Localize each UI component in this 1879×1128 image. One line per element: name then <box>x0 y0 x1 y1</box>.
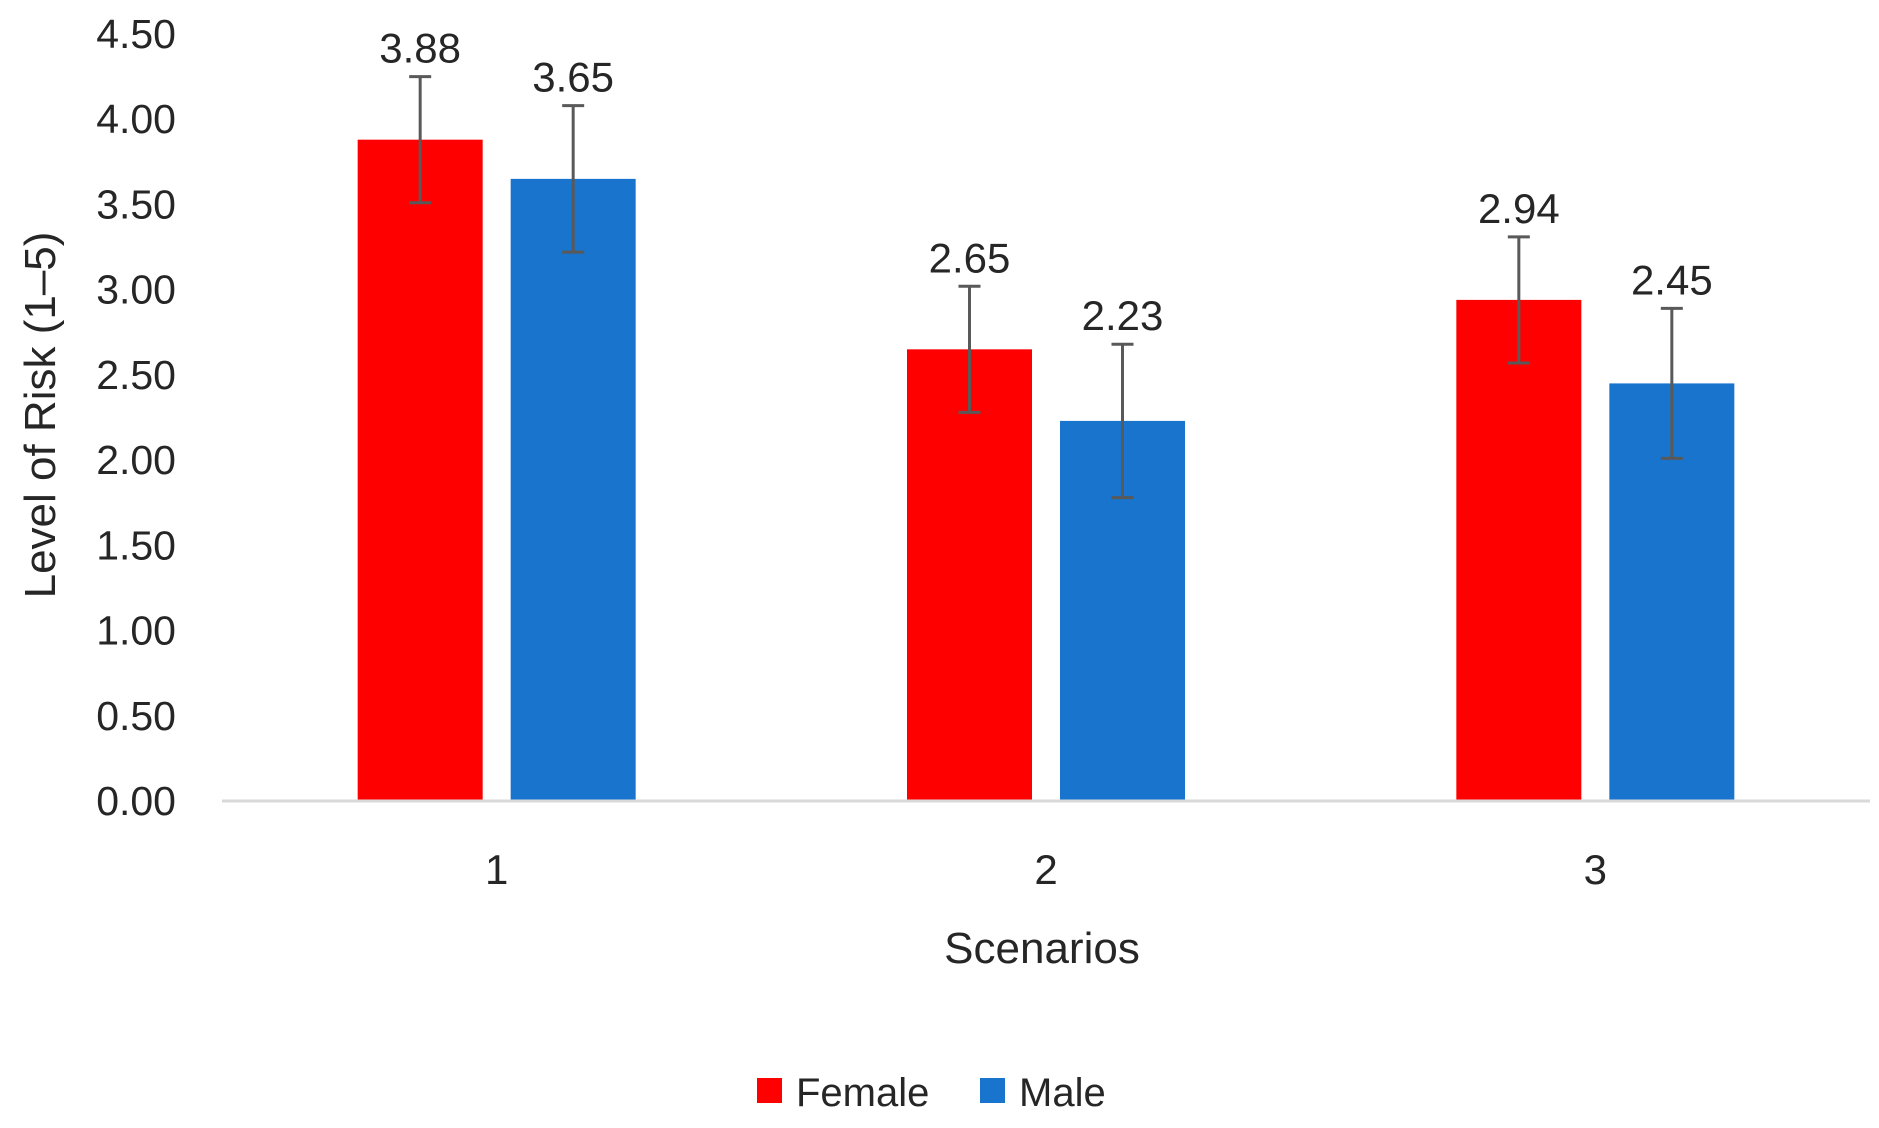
y-tick-label: 1.00 <box>96 608 176 654</box>
legend-swatch-male <box>980 1078 1005 1103</box>
legend-label-male: Male <box>1019 1071 1106 1115</box>
x-axis-tick-labels: 1 2 3 <box>485 846 1607 893</box>
data-label-male-scenario-2: 2.23 <box>1082 292 1164 339</box>
data-label-male-scenario-3: 2.45 <box>1631 256 1713 303</box>
y-tick-label: 0.50 <box>96 693 176 739</box>
data-label-female-scenario-1: 3.88 <box>379 25 461 72</box>
legend-swatch-female <box>757 1078 782 1103</box>
x-tick-label-scenario-1: 1 <box>485 846 508 893</box>
y-tick-label: 2.00 <box>96 437 176 483</box>
y-tick-label: 2.50 <box>96 352 176 398</box>
bar-female-scenario-1 <box>357 139 483 802</box>
y-tick-label: 0.00 <box>96 778 176 824</box>
bar-male-scenario-1 <box>510 178 636 801</box>
bars <box>357 139 1735 802</box>
data-labels: 3.88 2.65 2.94 3.65 2.23 2.45 <box>379 25 1712 340</box>
y-axis-ticks: 0.00 0.50 1.00 1.50 2.00 2.50 3.00 3.50 4.00 4.50 <box>96 11 176 824</box>
y-tick-label: 3.00 <box>96 267 176 313</box>
data-label-male-scenario-1: 3.65 <box>532 54 614 101</box>
y-axis-title: Level of Risk (1–5) <box>16 232 65 599</box>
bar-female-scenario-3 <box>1456 299 1582 801</box>
x-tick-label-scenario-2: 2 <box>1034 846 1057 893</box>
data-label-female-scenario-2: 2.65 <box>929 234 1011 281</box>
y-tick-label: 4.00 <box>96 96 176 142</box>
legend: Female Male <box>757 1071 1106 1115</box>
y-tick-label: 1.50 <box>96 522 176 568</box>
y-tick-label: 3.50 <box>96 181 176 227</box>
error-bars <box>409 75 1683 500</box>
bar-female-scenario-2 <box>907 349 1032 801</box>
x-tick-label-scenario-3: 3 <box>1584 846 1607 893</box>
y-tick-label: 4.50 <box>96 11 176 57</box>
legend-label-female: Female <box>796 1071 929 1115</box>
x-axis-title: Scenarios <box>944 924 1140 973</box>
data-label-female-scenario-3: 2.94 <box>1478 185 1560 232</box>
